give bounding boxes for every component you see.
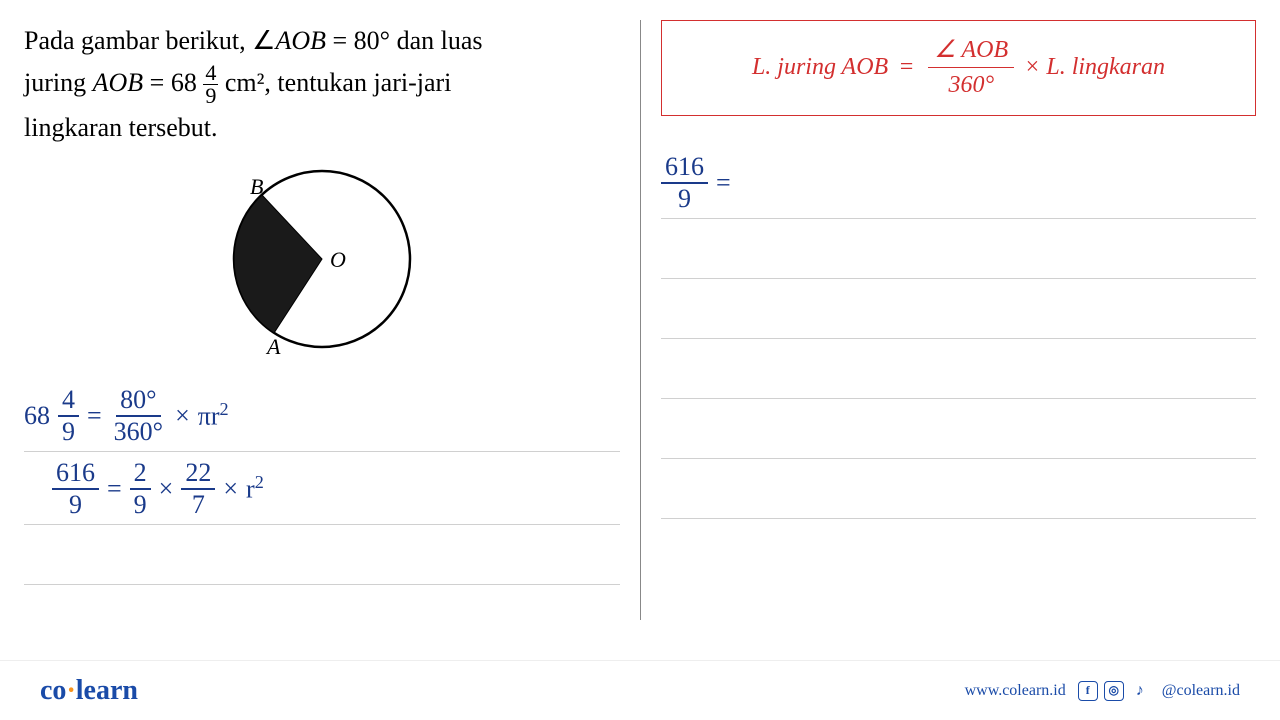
problem-line3: lingkaran tersebut. bbox=[24, 113, 218, 142]
work-right-line3 bbox=[661, 279, 1256, 339]
social-icons: f ◎ ♪ bbox=[1078, 681, 1150, 701]
formula-box: L. juring AOB = ∠ AOB 360° × L. lingkara… bbox=[661, 20, 1256, 116]
work-right-line2 bbox=[661, 219, 1256, 279]
wl1-whole: 68 bbox=[24, 398, 50, 434]
formula-rhs: L. lingkaran bbox=[1046, 54, 1165, 81]
wl2-times: × bbox=[159, 471, 174, 507]
problem-line2-c: cm², tentukan jari-jari bbox=[225, 68, 452, 97]
footer-right: www.colearn.id f ◎ ♪ @colearn.id bbox=[965, 681, 1240, 701]
problem-fraction: 4 9 bbox=[203, 62, 218, 107]
wl1-pir: πr2 bbox=[198, 397, 229, 435]
wl1-f1: 80° 360° bbox=[110, 387, 167, 445]
wr1-eq: = bbox=[716, 165, 731, 201]
frac-den: 9 bbox=[203, 85, 218, 107]
diagram-label-b: B bbox=[250, 174, 263, 199]
footer: co·learn www.colearn.id f ◎ ♪ @colearn.i… bbox=[0, 660, 1280, 720]
diagram-label-a: A bbox=[265, 334, 281, 359]
wl2-f3: 22 7 bbox=[181, 460, 215, 518]
work-right-line6 bbox=[661, 459, 1256, 519]
formula-eq: = bbox=[898, 54, 914, 81]
logo-learn: learn bbox=[76, 675, 138, 706]
wl2-f2: 2 9 bbox=[130, 460, 151, 518]
facebook-icon: f bbox=[1078, 681, 1098, 701]
work-right-line4 bbox=[661, 339, 1256, 399]
formula-lhs: L. juring AOB bbox=[752, 54, 888, 81]
problem-aob2: AOB bbox=[93, 68, 144, 97]
problem-statement: Pada gambar berikut, ∠AOB = 80° dan luas… bbox=[24, 20, 620, 149]
work-right-line5 bbox=[661, 399, 1256, 459]
wl1-times: × bbox=[175, 398, 190, 434]
wl1-mixed: 4 9 bbox=[58, 387, 79, 445]
wl2-eq: = bbox=[107, 471, 122, 507]
wl1-eq: = bbox=[87, 398, 102, 434]
work-left-line2: 616 9 = 2 9 × 22 7 × r2 bbox=[24, 452, 620, 525]
formula-frac: ∠ AOB 360° bbox=[928, 37, 1014, 99]
problem-aob1: AOB bbox=[275, 26, 326, 55]
work-left-line1: 68 4 9 = 80° 360° × πr2 bbox=[24, 379, 620, 452]
work-right-line1: 616 9 = bbox=[661, 146, 1256, 219]
footer-url: www.colearn.id bbox=[965, 682, 1066, 700]
logo-dot: · bbox=[66, 675, 75, 706]
wl2-r: r2 bbox=[246, 470, 264, 508]
instagram-icon: ◎ bbox=[1104, 681, 1124, 701]
wr1-f1: 616 9 bbox=[661, 154, 708, 212]
formula-times: × bbox=[1024, 54, 1040, 81]
problem-line1-a: Pada gambar berikut, ∠ bbox=[24, 26, 275, 55]
wl2-times2: × bbox=[223, 471, 238, 507]
wl2-f1: 616 9 bbox=[52, 460, 99, 518]
work-left-line3 bbox=[24, 525, 620, 585]
brand-logo: co·learn bbox=[40, 675, 138, 707]
circle-diagram: B O A bbox=[212, 159, 432, 359]
logo-co: co bbox=[40, 675, 66, 706]
frac-num: 4 bbox=[203, 62, 218, 85]
work-right: 616 9 = bbox=[661, 146, 1256, 519]
problem-line2-b: = 68 bbox=[143, 68, 197, 97]
diagram-label-o: O bbox=[330, 247, 346, 272]
work-left: 68 4 9 = 80° 360° × πr2 616 9 = bbox=[24, 379, 620, 585]
footer-handle: @colearn.id bbox=[1162, 682, 1240, 700]
problem-line1-b: = 80° dan luas bbox=[326, 26, 482, 55]
tiktok-icon: ♪ bbox=[1130, 681, 1150, 701]
problem-line2-a: juring bbox=[24, 68, 93, 97]
